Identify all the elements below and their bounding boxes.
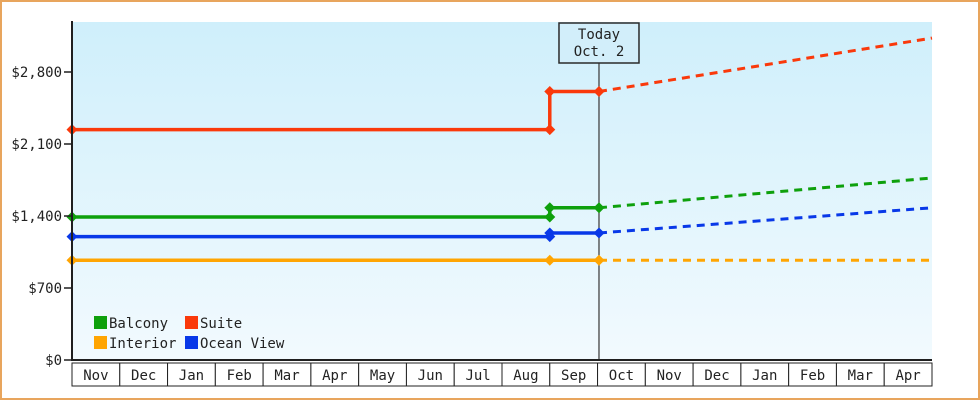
today-box-date: Oct. 2 [574, 44, 625, 60]
month-label: Jan [752, 368, 777, 384]
data-point-marker-suite [593, 86, 605, 98]
month-label: Dec [704, 368, 729, 384]
month-label: Apr [322, 368, 347, 384]
legend-label-interior: Interior [109, 336, 176, 352]
series-line-suite [72, 89, 599, 132]
data-point-marker-ocean-view [593, 227, 605, 239]
month-label: Apr [895, 368, 920, 384]
y-tick-label: $2,800 [11, 65, 62, 81]
data-point-marker-balcony [544, 211, 556, 223]
month-label: Jul [465, 368, 490, 384]
month-label: Dec [131, 368, 156, 384]
series-forecast-suite [598, 36, 933, 94]
legend-label-balcony: Balcony [109, 316, 168, 332]
data-point-marker-interior [544, 254, 556, 266]
data-point-marker-ocean-view [544, 227, 556, 239]
legend-label-suite: Suite [200, 316, 242, 332]
month-label: Jan [179, 368, 204, 384]
month-label: Mar [848, 368, 873, 384]
data-point-marker-balcony [593, 202, 605, 214]
month-cell [883, 362, 933, 387]
month-label: Aug [513, 368, 538, 384]
legend-swatch-interior [94, 336, 107, 349]
legend-label-ocean-view: Ocean View [200, 336, 285, 352]
month-label: Mar [274, 368, 299, 384]
month-label: Sep [561, 368, 586, 384]
y-tick-label: $2,100 [11, 137, 62, 153]
y-tick-label: $700 [28, 281, 62, 297]
legend-swatch-ocean-view [185, 336, 198, 349]
month-label: Nov [83, 368, 108, 384]
y-tick-label: $1,400 [11, 209, 62, 225]
data-point-marker-interior [593, 254, 605, 266]
month-label: Feb [227, 368, 252, 384]
data-point-marker-suite [544, 124, 556, 136]
legend-swatch-balcony [94, 316, 107, 329]
data-point-marker-balcony [544, 202, 556, 214]
today-box-title: Today [578, 27, 620, 43]
month-label: Nov [657, 368, 682, 384]
month-label: Feb [800, 368, 825, 384]
plot-area [72, 22, 932, 360]
month-label: Oct [609, 368, 634, 384]
legend-swatch-suite [185, 316, 198, 329]
month-label: Jun [418, 368, 443, 384]
today-box [558, 22, 640, 64]
month-label: May [370, 368, 395, 384]
data-point-marker-suite [544, 86, 556, 98]
y-tick-label: $0 [45, 353, 62, 369]
